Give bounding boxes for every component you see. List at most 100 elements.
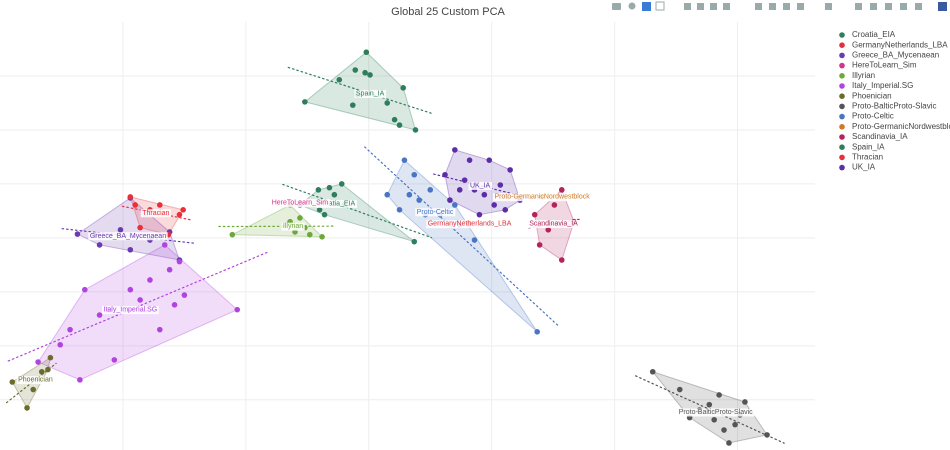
point [466, 157, 473, 163]
point [461, 177, 468, 183]
toolbar-button[interactable] [783, 3, 790, 10]
cluster-hull [76, 197, 181, 261]
point [447, 197, 453, 203]
point [137, 297, 143, 303]
legend-item[interactable]: Thracian [839, 153, 883, 162]
cluster-label: Spain_IA [356, 90, 385, 97]
point [38, 368, 45, 375]
chart-title: Global 25 Custom PCA [391, 6, 505, 18]
point [47, 354, 54, 361]
legend-marker [839, 144, 845, 150]
toolbar-button[interactable] [825, 3, 832, 10]
point [24, 405, 30, 411]
legend-item[interactable]: Proto-BalticProto-Slavic [839, 102, 936, 111]
point [412, 127, 419, 133]
label-background [140, 209, 172, 218]
legend-label: UK_IA [852, 163, 876, 172]
point [77, 377, 83, 383]
cluster-label: Proto-GermanicNordwestblock [494, 194, 590, 201]
legend-item[interactable]: Spain_IA [839, 142, 885, 151]
legend-label: Illyrian [852, 71, 875, 80]
toolbar-button[interactable] [797, 3, 804, 10]
legend-label: Croatia_EIA [852, 30, 896, 39]
point [349, 102, 356, 108]
label-background [415, 208, 456, 217]
label-background [270, 199, 330, 208]
point [127, 286, 134, 293]
legend-item[interactable]: Proto-GermanicNordwestblock [839, 122, 950, 131]
point [352, 67, 359, 73]
legend-item[interactable]: HereToLearn_Sim [839, 61, 917, 70]
point [716, 392, 722, 398]
point [558, 257, 565, 263]
toolbar [612, 1, 947, 11]
legend-label: Proto-BalticProto-Slavic [852, 102, 936, 111]
toolbar-button[interactable] [855, 3, 862, 10]
point [507, 167, 513, 173]
point [171, 302, 178, 308]
legend-marker [839, 103, 845, 110]
legend-marker [839, 32, 845, 38]
point [111, 357, 118, 363]
cluster-label: Proto-BalticProto-Slavic [679, 409, 753, 416]
point [649, 368, 656, 375]
legend-marker [839, 154, 845, 161]
point [297, 215, 303, 221]
legend-item[interactable]: GermanyNetherlands_LBA [839, 40, 948, 49]
point [732, 421, 738, 428]
toolbar-button[interactable] [769, 3, 776, 10]
point [476, 211, 483, 218]
point [180, 207, 186, 213]
point [161, 242, 168, 248]
toolbar-button[interactable] [710, 3, 717, 10]
point [117, 226, 124, 233]
point [545, 226, 552, 233]
toolbar-button[interactable] [938, 2, 947, 11]
cluster-label: Thracian [142, 210, 169, 217]
legend-marker [839, 164, 845, 171]
point [35, 359, 41, 365]
legend-item[interactable]: Illyrian [839, 71, 875, 80]
point [486, 157, 493, 163]
toolbar-button[interactable] [755, 3, 762, 10]
legend-item[interactable]: Greece_BA_Mycenaean [839, 51, 939, 60]
legend-item[interactable]: Proto-Celtic [839, 112, 894, 121]
legend-marker [839, 42, 845, 48]
toolbar-button[interactable] [915, 3, 922, 10]
legend-item[interactable]: Croatia_EIA [839, 30, 896, 39]
point [127, 246, 134, 253]
toolbar-button[interactable] [885, 3, 892, 10]
point [127, 194, 134, 200]
point [742, 399, 748, 405]
point [427, 187, 434, 193]
toolbar-button[interactable] [723, 3, 730, 10]
legend-item[interactable]: Phoenician [839, 91, 892, 100]
toolbar-button[interactable] [900, 3, 907, 10]
point [497, 182, 504, 188]
cluster-label-group: Scandinavia_IA [527, 220, 580, 229]
legend-item[interactable]: Scandinavia_IA [839, 132, 908, 141]
plot-area: Croatia_EIA GermanyNetherlands_LBA Greece_… [0, 22, 815, 450]
toolbar-button[interactable] [655, 1, 665, 11]
toolbar-button[interactable] [628, 2, 636, 10]
toolbar-button[interactable] [697, 3, 704, 10]
cluster-label-group: Croatia_EIA [315, 199, 357, 208]
label-background [354, 89, 387, 98]
cluster-label-group: HereToLearn_Sim [270, 199, 330, 208]
toolbar-button[interactable] [612, 3, 621, 10]
toolbar-button[interactable] [684, 3, 691, 10]
cluster-label-group: Phoenician [16, 376, 55, 385]
toolbar-button[interactable] [642, 2, 651, 11]
point [764, 432, 770, 438]
cluster-label-group: Greece_BA_Mycenaean [88, 232, 168, 241]
point [531, 211, 538, 218]
toolbar-button[interactable] [870, 3, 877, 10]
legend-item[interactable]: Italy_Imperial.SG [839, 81, 913, 90]
legend-item[interactable]: UK_IA [839, 163, 876, 172]
point [491, 202, 497, 208]
point [132, 202, 139, 208]
cluster-label: Phoenician [18, 377, 53, 384]
point [411, 171, 418, 178]
legend-label: Proto-GermanicNordwestblock [852, 122, 950, 131]
legend-label: Scandinavia_IA [852, 132, 908, 141]
